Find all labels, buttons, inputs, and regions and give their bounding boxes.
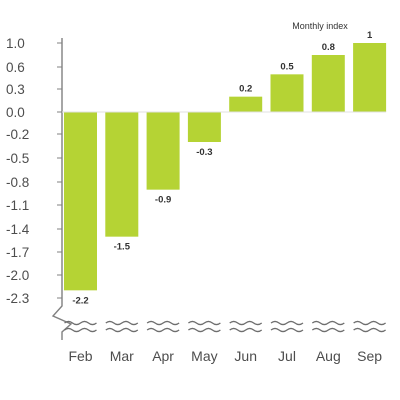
bars [64,43,387,291]
axis-break-marks [64,320,387,333]
y-tick-label: 0.6 [6,60,25,75]
break-mark [64,320,97,326]
bar-jul [270,74,304,112]
break-mark [146,327,180,333]
data-label: 0.2 [239,84,252,95]
break-mark [311,327,345,333]
y-tick-label: -0.5 [6,151,29,166]
y-tick-label: -0.8 [6,175,29,190]
y-tick-label: -2.0 [6,268,29,283]
bar-apr [146,112,180,190]
x-tick-label: Mar [110,348,134,364]
data-label: -0.9 [155,195,171,206]
y-tick-label: -0.2 [6,127,29,142]
break-mark [270,327,304,333]
bar-mar [105,112,139,237]
break-mark [187,320,221,326]
x-tick-label: Jun [234,348,257,364]
break-mark [229,327,263,333]
break-mark [187,327,221,333]
bar-aug [311,55,345,112]
y-tick-label: -1.7 [6,245,29,260]
data-label: -0.3 [196,147,212,158]
break-mark [146,320,180,326]
x-tick-label: Sep [357,348,382,364]
break-mark [229,320,263,326]
bar-sep [353,43,387,112]
chart-title: Monthly index [292,21,348,31]
data-label: 1 [367,30,373,41]
y-tick-label: -1.1 [6,198,29,213]
x-tick-label: May [191,348,217,364]
break-mark [270,320,304,326]
x-tick-label: Apr [152,348,174,364]
bar-may [187,112,221,142]
break-mark [105,327,139,333]
y-tick-label: 0.3 [6,82,25,97]
data-labels: -2.2 -1.5 -0.9 -0.3 0.2 0.5 0.8 1 [72,30,373,306]
y-tick-label: -2.3 [6,291,29,306]
x-axis-labels: Feb Mar Apr May Jun Jul Aug Sep [68,348,382,364]
y-tick-label: 0.0 [6,105,25,120]
data-label: 0.8 [322,42,335,53]
bar-jun [229,96,263,112]
data-label: -1.5 [114,242,131,253]
y-tick-label: -1.4 [6,222,30,237]
break-mark [353,320,387,326]
break-mark [353,327,387,333]
break-mark [64,327,97,333]
bar-feb [64,112,97,291]
data-label: -2.2 [72,295,88,306]
data-label: 0.5 [280,61,294,72]
axes [51,38,387,340]
x-tick-label: Jul [278,348,296,364]
x-tick-label: Feb [68,348,92,364]
break-mark [311,320,345,326]
y-axis-line [51,38,73,340]
break-mark [105,320,139,326]
y-tick-label: 1.0 [6,36,25,51]
x-tick-label: Aug [316,348,341,364]
y-axis-ticks: 1.0 0.6 0.3 0.0 -0.2 -0.5 -0.8 -1.1 -1.4 -1.7 -2.0… [6,36,62,306]
